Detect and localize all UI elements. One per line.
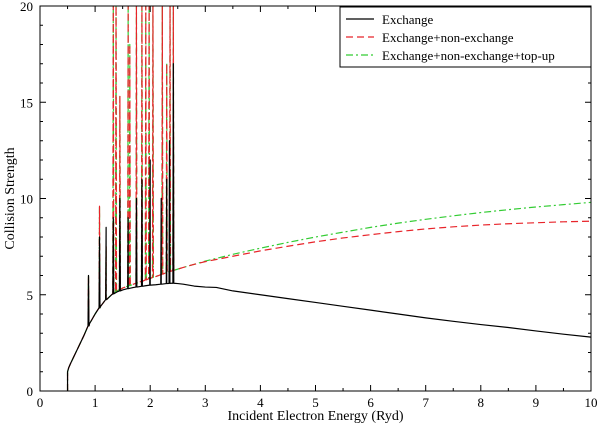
y-tick-label: 20 — [20, 0, 33, 14]
x-axis-label: Incident Electron Energy (Ryd) — [227, 409, 403, 424]
legend-box — [339, 6, 592, 68]
y-tick-label: 0 — [27, 384, 34, 399]
x-tick-label: 5 — [312, 395, 319, 410]
y-tick-label: 5 — [27, 288, 34, 303]
x-tick-label: 4 — [257, 395, 264, 410]
x-tick-label: 2 — [147, 395, 154, 410]
y-axis-label: Collision Strength — [3, 147, 18, 249]
x-tick-label: 8 — [478, 395, 485, 410]
x-tick-label: 9 — [533, 395, 540, 410]
legend-label: Exchange+non-exchange+top-up — [382, 48, 555, 63]
x-tick-label: 0 — [37, 395, 44, 410]
x-tick-label: 3 — [202, 395, 209, 410]
series-line-0 — [66, 63, 591, 391]
legend: Exchange Exchange+non-exchange Exchange+no… — [339, 6, 592, 68]
x-tick-label: 10 — [585, 395, 598, 410]
series-layer — [66, 6, 591, 391]
legend-label: Exchange — [382, 12, 433, 27]
y-tick-label: 10 — [20, 192, 33, 207]
y-tick-label: 15 — [20, 95, 33, 110]
legend-label: Exchange+non-exchange — [382, 30, 514, 45]
x-tick-label: 7 — [422, 395, 429, 410]
x-tick-label: 1 — [92, 395, 99, 410]
x-tick-label: 6 — [367, 395, 374, 410]
